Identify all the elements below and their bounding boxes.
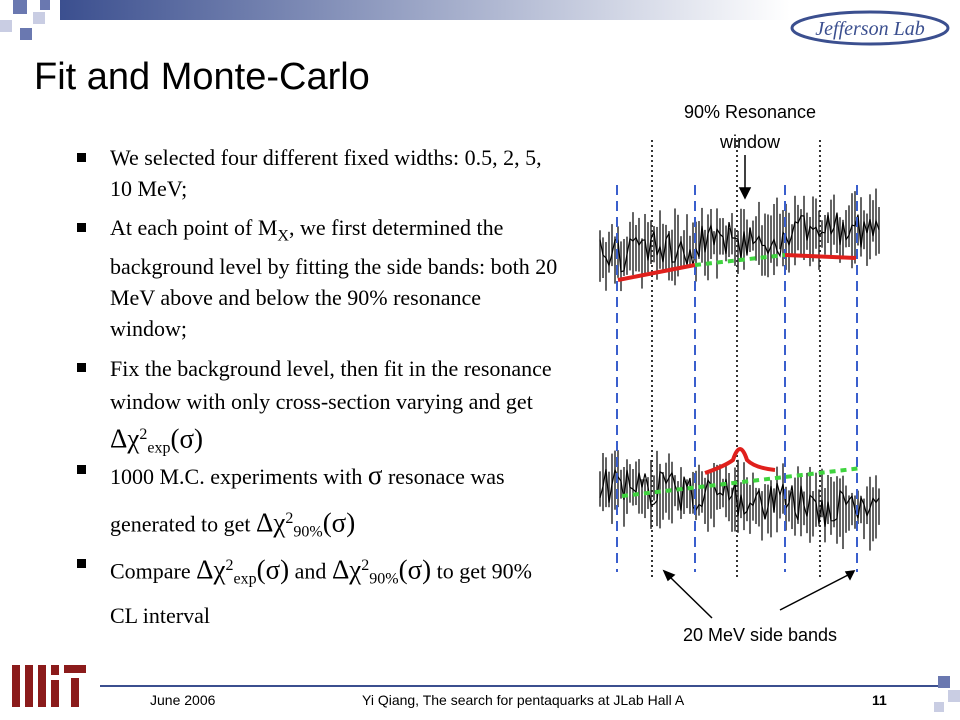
math-run: 2 (139, 426, 148, 443)
math-run: Δχ (256, 507, 286, 538)
math-run: 2 (225, 557, 234, 574)
mit-logo (12, 665, 86, 707)
text-run: We selected four different fixed widths:… (110, 145, 542, 201)
math-run: Δχ (110, 423, 140, 454)
math-run: exp (147, 439, 171, 457)
math-run: 2 (285, 510, 294, 527)
math-run: exp (233, 570, 257, 588)
figure (599, 140, 880, 580)
fit-red (617, 263, 696, 282)
fit-peak (704, 447, 776, 475)
text-run: Fix the background level, then fit in th… (110, 356, 552, 414)
math-run: Δχ (331, 554, 362, 585)
footer-author: Yi Qiang, The search for pentaquarks at … (362, 692, 685, 708)
top-bar (60, 0, 790, 20)
math-run: (σ) (398, 554, 432, 585)
math-run: σ (367, 460, 383, 490)
corner-squares (934, 676, 960, 712)
text-run: At each point of M (110, 215, 278, 240)
math-run: (σ) (322, 507, 356, 538)
title: Fit and Monte-Carlo (34, 56, 370, 98)
window-label: 90% Resonance window (650, 97, 850, 157)
label-line: 90% Resonance (683, 102, 817, 122)
corner-squares (0, 0, 50, 40)
bullet: 1000 M.C. experiments with σ resonace wa… (77, 454, 560, 554)
text-run: and (289, 558, 332, 584)
math-run: 90% (293, 523, 323, 541)
logo: Jefferson Lab (815, 18, 924, 40)
text-run: , we first determined the background lev… (110, 215, 558, 342)
label-line: window (719, 132, 781, 152)
bullet: At each point of MX, we first determined… (77, 212, 560, 344)
sideband-label: 20 MeV side bands (682, 625, 838, 645)
fit-green (621, 466, 863, 498)
text-run: to get 90% CL interval (110, 558, 532, 628)
math-run: 90% (369, 570, 399, 588)
arrows (662, 155, 856, 619)
math-run: (σ) (256, 554, 290, 585)
fit-green (694, 253, 786, 267)
bullet: Fix the background level, then fit in th… (77, 352, 560, 465)
text-run: resonace was generated to get (110, 464, 505, 537)
math-run: 2 (361, 557, 370, 574)
bullet: Compare Δχ2exp(σ) and Δχ290%(σ) to get 9… (77, 548, 560, 634)
fit-red (784, 253, 857, 260)
math-run: (σ) (170, 423, 204, 454)
math-run: Δχ (196, 554, 226, 585)
histogram (599, 467, 880, 527)
bullet: We selected four different fixed widths:… (77, 142, 560, 204)
logo-ring (790, 10, 950, 46)
text-run: Compare (110, 558, 197, 584)
text-run: 1000 M.C. experiments with (110, 464, 368, 489)
footer-date: June 2006 (150, 692, 216, 708)
math-run: X (277, 227, 289, 245)
histogram (599, 212, 880, 273)
footer-page: 11 (872, 692, 887, 708)
